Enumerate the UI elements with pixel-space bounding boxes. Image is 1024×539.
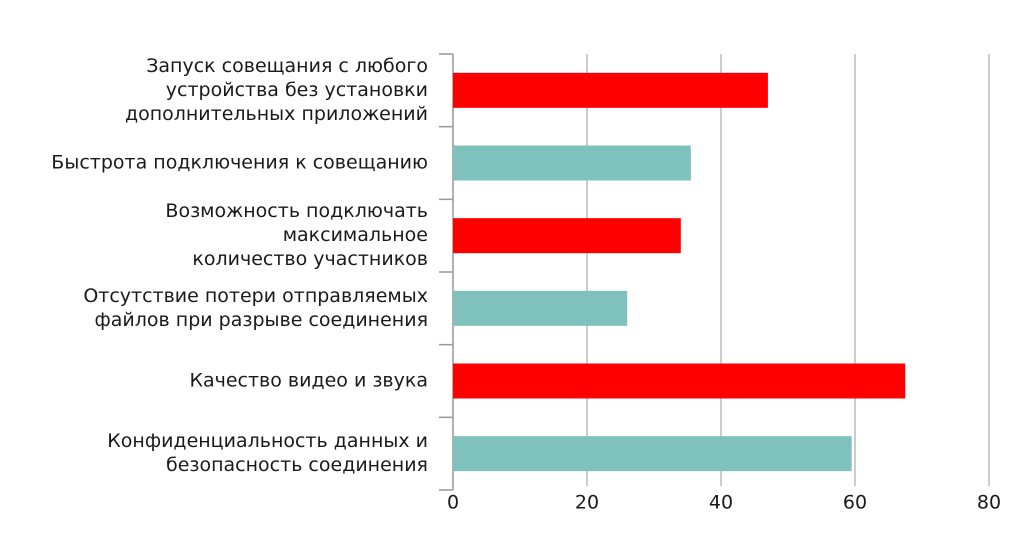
bar	[453, 363, 906, 399]
category-label: Запуск совещания с любого	[146, 55, 428, 77]
bar	[453, 72, 768, 108]
bar	[453, 290, 628, 326]
category-label: максимальное	[283, 224, 428, 246]
category-label: Отсутствие потери отправляемых	[83, 285, 428, 307]
category-label: устройства без установки	[166, 79, 428, 101]
category-label: Конфиденциальность данных и	[107, 430, 428, 452]
x-tick-label: 60	[843, 492, 867, 514]
category-label: безопасность соединения	[166, 454, 428, 476]
category-label: Качество видео и звука	[189, 370, 428, 392]
x-tick-label: 80	[977, 492, 1001, 514]
category-label: файлов при разрыве соединения	[95, 309, 428, 331]
bar	[453, 218, 681, 254]
category-label: Возможность подключать	[165, 200, 428, 222]
x-tick-label: 20	[575, 492, 599, 514]
bar	[453, 145, 691, 181]
category-label: дополнительных приложений	[125, 103, 428, 125]
x-tick-label: 40	[709, 492, 733, 514]
category-label: Быстрота подключения к совещанию	[51, 152, 428, 174]
x-tick-label: 0	[447, 492, 459, 514]
category-label: количество участников	[192, 248, 428, 270]
bar	[453, 436, 852, 472]
